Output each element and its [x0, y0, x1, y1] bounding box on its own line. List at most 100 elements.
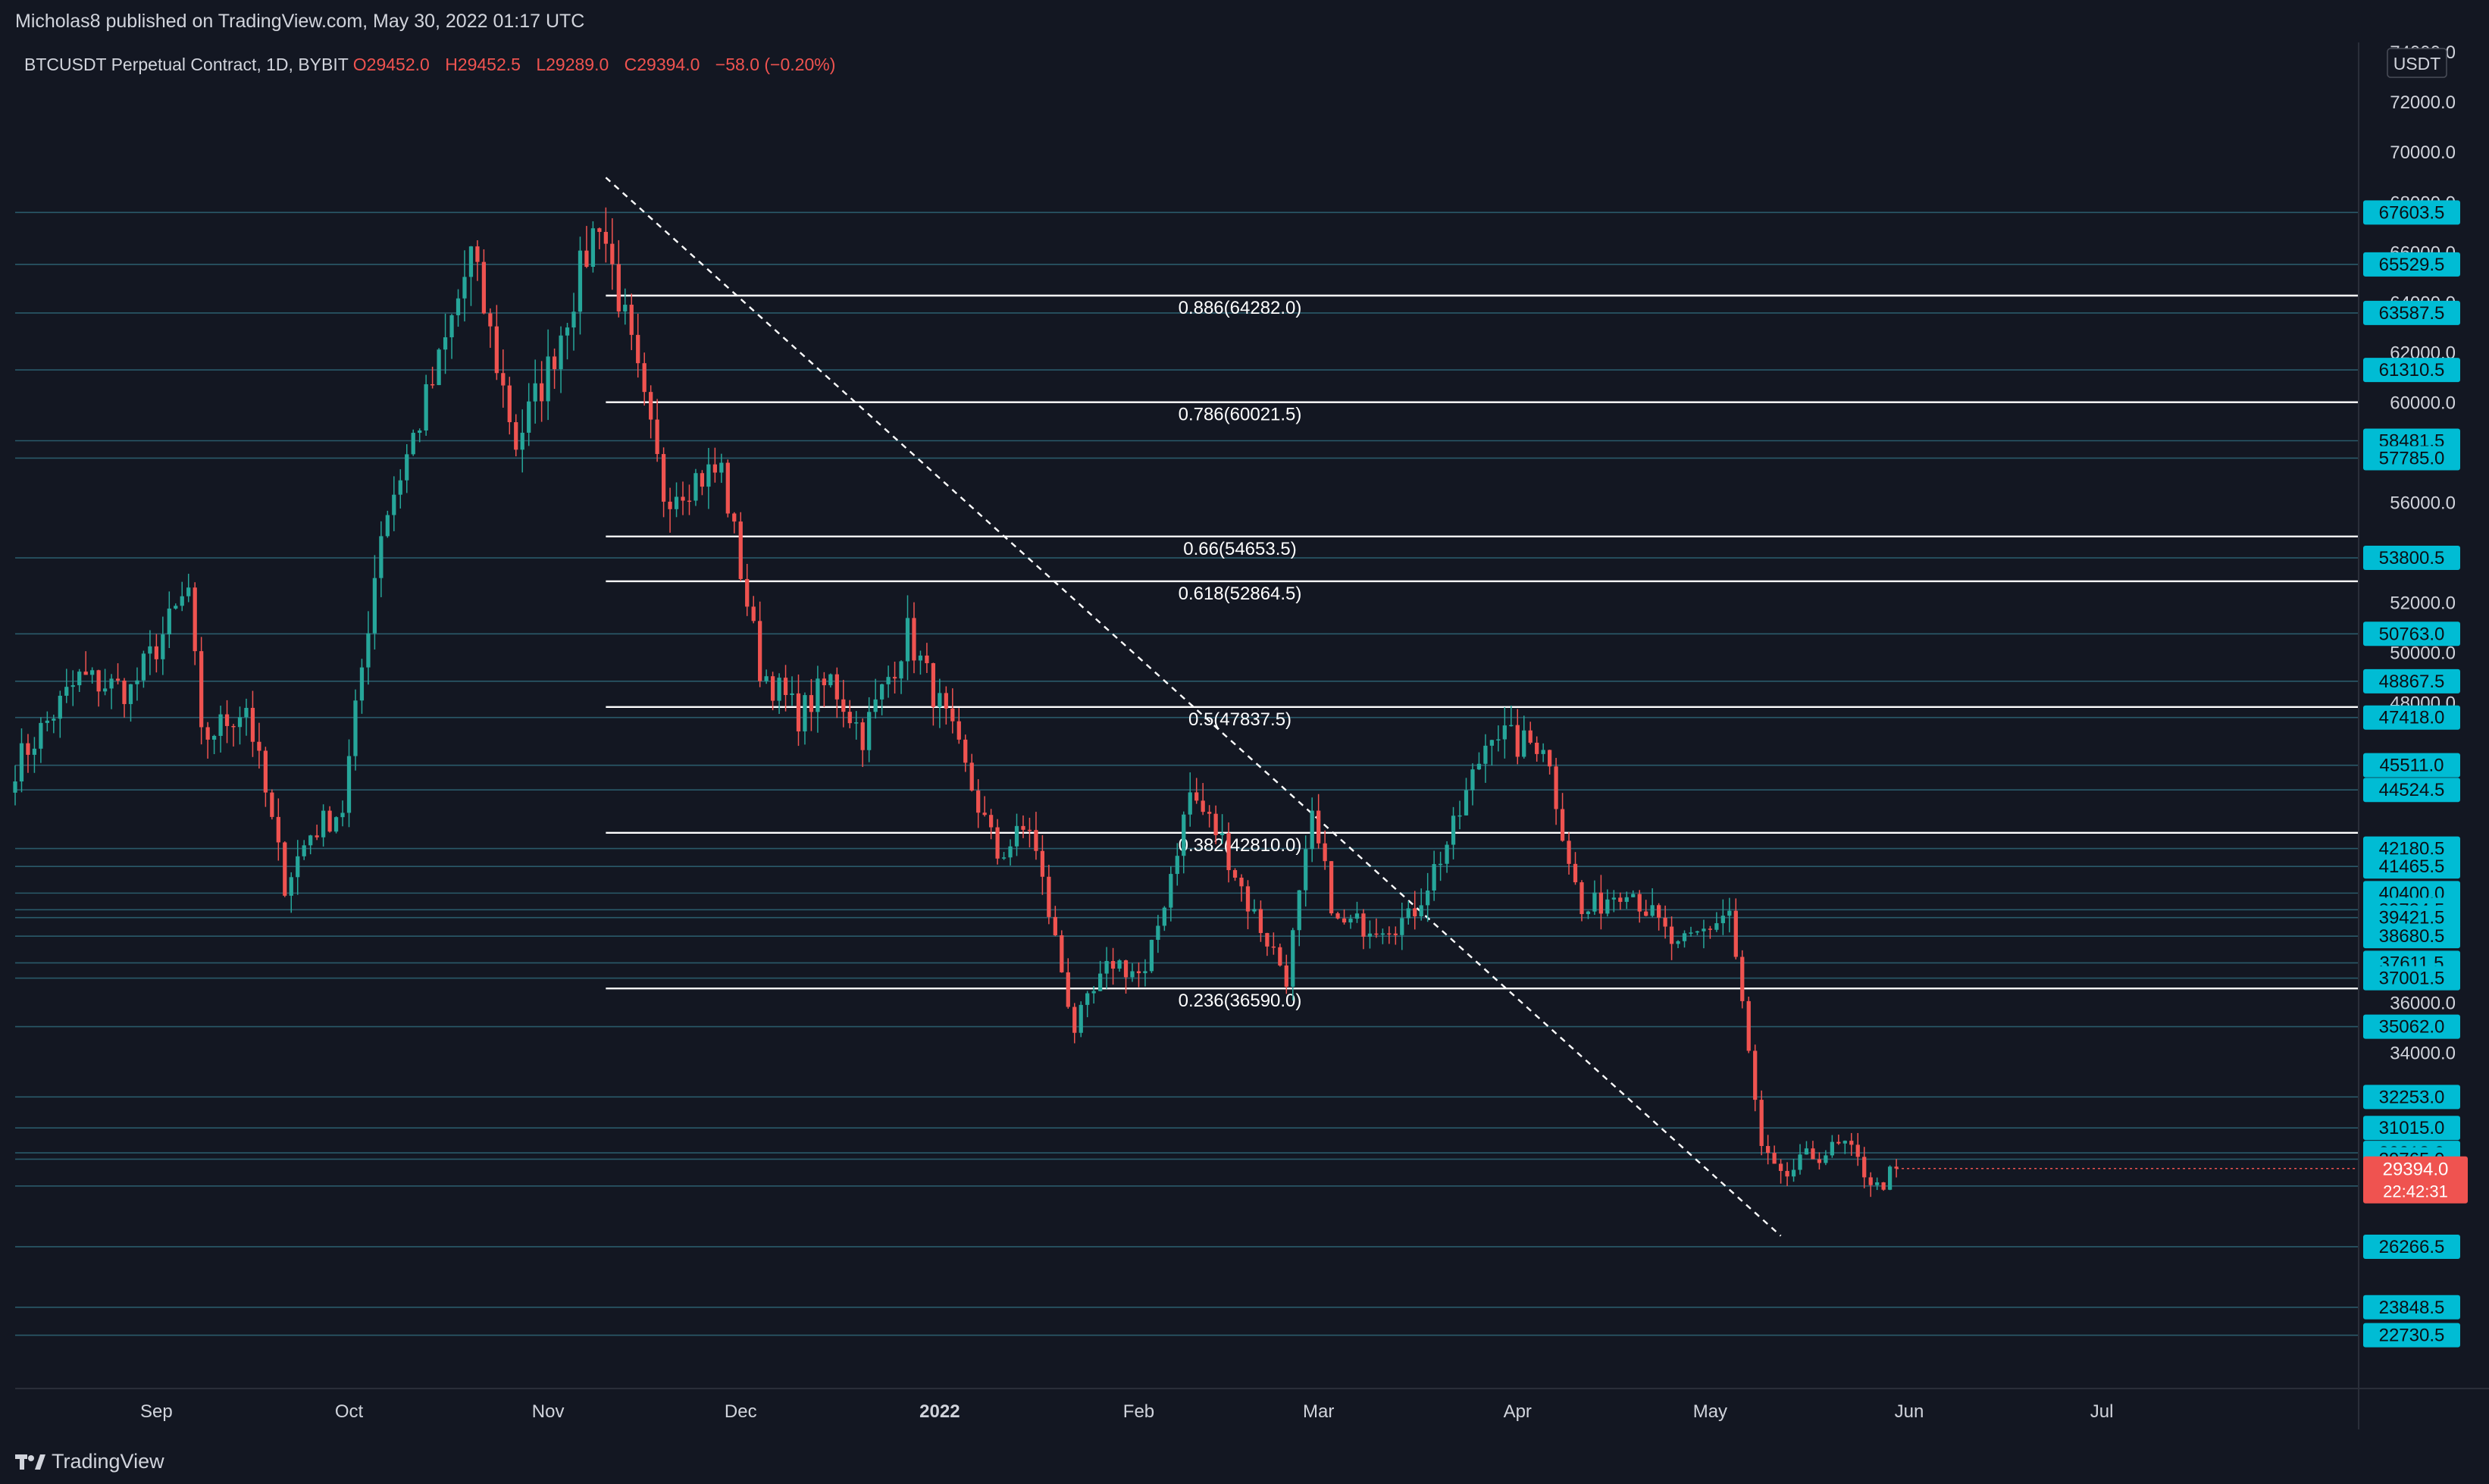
candle-body-up: [141, 653, 146, 681]
close-label: C29394.0: [625, 55, 700, 74]
candle-body-up: [1438, 863, 1443, 866]
candle-body-down: [1535, 742, 1539, 754]
level-badge: [2363, 1295, 2460, 1320]
level-badge: [2363, 966, 2460, 991]
level-badge-label: 63587.5: [2379, 303, 2445, 324]
candle-body-up: [559, 335, 563, 370]
price-tick-label: 56000.0: [2390, 493, 2456, 513]
candle-body-down: [1278, 947, 1282, 966]
time-tick-label: Feb: [1123, 1401, 1154, 1422]
candle-body-up: [1509, 725, 1514, 727]
candle-body-down: [834, 674, 839, 700]
candle-body-up: [340, 812, 345, 818]
candle-body-up: [1798, 1154, 1802, 1170]
candle-body-up: [424, 384, 428, 430]
candle-body-up: [437, 349, 441, 386]
level-badge: [2363, 1323, 2460, 1348]
candle-body-down: [327, 810, 332, 832]
candle-body-down: [257, 741, 261, 751]
candle-body-down: [982, 812, 987, 816]
candle-body-down: [481, 261, 487, 314]
candle-body-down: [1317, 810, 1321, 844]
candle-body-down: [26, 743, 30, 755]
candle-body-down: [969, 762, 974, 791]
currency-button[interactable]: USDT: [2387, 48, 2447, 78]
candle-body-up: [1624, 897, 1629, 902]
candle-body-down: [995, 827, 1000, 859]
candle-body-up: [1496, 739, 1501, 741]
time-tick-label: 2022: [919, 1401, 960, 1422]
fibonacci-retracement[interactable]: 0.886(64282.0) 0.786(60021.5) 0.66(54653.5…: [606, 294, 2359, 1011]
candle-body-up: [938, 693, 942, 707]
level-badge: [2363, 1014, 2460, 1039]
candle-body-up: [456, 298, 461, 315]
candle-body-up: [1149, 940, 1154, 972]
level-badge: [2363, 1085, 2460, 1110]
level-badge: [2363, 300, 2460, 325]
candle-body-up: [1001, 857, 1007, 859]
candle-body-down: [96, 670, 101, 692]
candle-body-up: [13, 781, 17, 793]
candle-body-down: [224, 714, 230, 726]
candle-body-up: [167, 608, 171, 635]
level-badge-label: 23848.5: [2379, 1298, 2445, 1318]
support-resistance-lines: [15, 211, 2359, 1336]
symbol-legend[interactable]: BTCUSDT Perpetual Contract, 1D, BYBIT O2…: [24, 55, 835, 74]
level-badge: [2363, 621, 2460, 647]
tradingview-brand[interactable]: TradingView: [15, 1450, 164, 1473]
level-badge: [2363, 546, 2460, 571]
candle-body-up: [411, 433, 415, 455]
candle-body-up: [19, 743, 24, 782]
candle-body-down: [514, 422, 518, 450]
candle-body-down: [1239, 877, 1244, 887]
candle-body-down: [925, 655, 929, 664]
candle-body-down: [681, 496, 685, 501]
level-badge-label: 26266.5: [2379, 1237, 2445, 1257]
candle-body-down: [1136, 971, 1141, 974]
time-tick-label: Sep: [140, 1401, 173, 1422]
candle-body-up: [879, 684, 884, 700]
candle-body-down: [1053, 916, 1057, 936]
candle-body-down: [1393, 933, 1398, 935]
time-tick-label: Jun: [1895, 1401, 1924, 1422]
candle-body-up: [218, 714, 223, 736]
candle-body-up: [1156, 925, 1160, 941]
candle-body-down: [430, 384, 435, 386]
candle-body-down: [250, 707, 255, 742]
candle-body-down: [963, 739, 968, 763]
candle-body-down: [1772, 1153, 1777, 1164]
candle-body-down: [661, 454, 666, 502]
candle-body-up: [1162, 907, 1166, 926]
candle-body-up: [1354, 913, 1360, 919]
candle-body-up: [867, 712, 872, 750]
candle-body-down: [1881, 1182, 1886, 1190]
candle-body-down: [738, 521, 743, 579]
candle-body-down: [231, 725, 236, 728]
candle-body-down: [1862, 1157, 1867, 1178]
dashed-trendline[interactable]: [605, 177, 1782, 1237]
candle-body-down: [1785, 1170, 1789, 1177]
candle-body-down: [1554, 766, 1558, 809]
candle-body-up: [790, 693, 794, 696]
candle-body-down: [1836, 1141, 1841, 1144]
candle-body-up: [64, 687, 69, 696]
candle-body-up: [1085, 993, 1090, 1005]
level-badge: [2363, 854, 2460, 879]
candle-body-up: [296, 856, 300, 878]
candle-body-down: [1855, 1144, 1860, 1157]
level-badge-label: 57785.0: [2379, 448, 2445, 468]
candle-body-down: [193, 587, 197, 652]
candle-body-down: [1342, 918, 1347, 923]
change-label: −58.0 (−0.20%): [715, 55, 836, 74]
candle-body-up: [321, 810, 326, 837]
level-badge-label: 50763.0: [2379, 624, 2445, 644]
candle-body-up: [359, 667, 365, 701]
candle-body-up: [379, 536, 384, 578]
candle-body-down: [115, 678, 121, 681]
candle-body-up: [237, 717, 243, 728]
candle-body-up: [886, 677, 891, 684]
candle-body-up: [905, 618, 910, 662]
candle-body-down: [1207, 812, 1212, 814]
candle-body-down: [1232, 870, 1238, 878]
